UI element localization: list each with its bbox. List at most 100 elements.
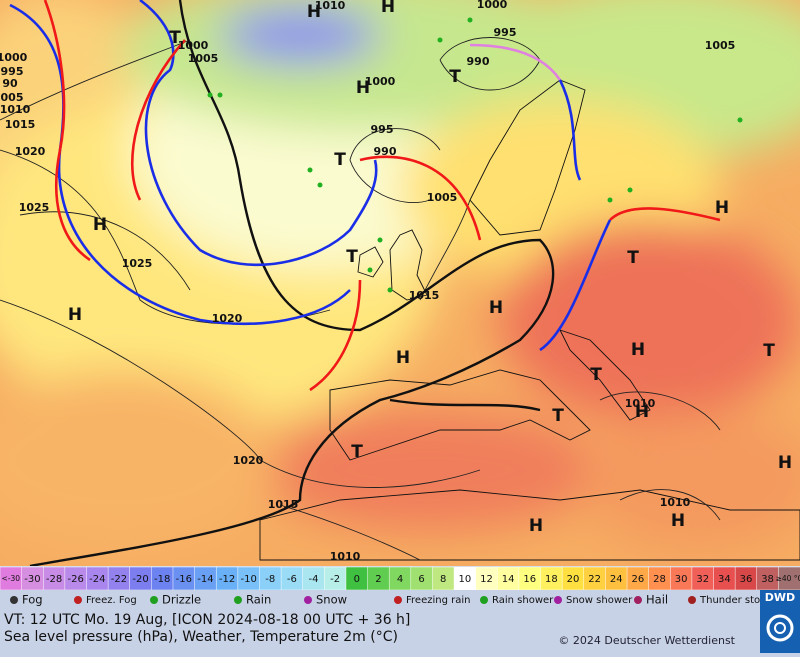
isobar-label: 1000 xyxy=(477,0,508,11)
isobar-label: 995 xyxy=(371,123,394,136)
pressure-center: H xyxy=(715,198,729,218)
isobar-label: 005 xyxy=(1,91,24,104)
pressure-center: H xyxy=(635,402,649,422)
legend-label: Freez. Fog xyxy=(86,595,137,606)
isobar-label: 995 xyxy=(494,26,517,39)
scale-label: -26 xyxy=(68,574,84,585)
scale-label: 8 xyxy=(440,574,446,585)
scale-label: 32 xyxy=(696,574,709,585)
pressure-center: H xyxy=(381,0,395,17)
weather-legend: Fog Freez. Fog Drizzle Rain Snow Freezing rai… xyxy=(10,593,774,607)
isobar-label: 1005 xyxy=(705,39,736,52)
isobar-label: 1000 xyxy=(0,51,28,64)
legend-label: Snow shower xyxy=(566,595,633,606)
legend-icon xyxy=(234,596,242,604)
scale-label: 36 xyxy=(740,574,753,585)
legend-label: Snow xyxy=(316,593,347,607)
scale-label: 34 xyxy=(718,574,731,585)
legend-label: Drizzle xyxy=(162,593,201,607)
scale-label: -30 xyxy=(24,574,40,585)
scale-label: -14 xyxy=(197,574,213,585)
copyright: © 2024 Deutscher Wetterdienst xyxy=(558,634,735,647)
scale-label: 16 xyxy=(523,574,536,585)
scale-label: -12 xyxy=(219,574,235,585)
isobar-label: 1000 xyxy=(365,75,396,88)
pressure-center: H xyxy=(671,511,685,531)
pressure-center: T xyxy=(449,67,461,87)
isobar-label: 1010 xyxy=(315,0,346,12)
scale-label: -2 xyxy=(330,574,340,585)
map-area: 1010100010051000995990100510009959901005… xyxy=(0,0,800,566)
scale-label: -18 xyxy=(154,574,170,585)
pressure-center: T xyxy=(627,248,639,268)
legend-icon xyxy=(304,596,312,604)
isobar-label: 90 xyxy=(2,77,18,90)
scale-label: -16 xyxy=(176,574,192,585)
legend-label: Rain shower xyxy=(492,595,554,606)
scale-label: -28 xyxy=(46,574,62,585)
isobar-label: 1010 xyxy=(625,397,656,410)
scale-label: 2 xyxy=(375,574,381,585)
pressure-center: T xyxy=(334,150,346,170)
legend-icon xyxy=(150,596,158,604)
scale-label: 28 xyxy=(653,574,666,585)
legend-label: Rain xyxy=(246,593,271,607)
isobar-label: 995 xyxy=(1,65,24,78)
logo-text: DWD xyxy=(765,591,795,604)
scale-label: ≥40 °C xyxy=(776,574,800,583)
scale-label: 12 xyxy=(480,574,493,585)
pressure-center: T xyxy=(169,28,181,48)
scale-label: 10 xyxy=(458,574,471,585)
pressure-center: H xyxy=(489,298,503,318)
fronts xyxy=(9,0,721,392)
isobar-label: 1020 xyxy=(212,312,243,325)
isobar-label: 1000 xyxy=(178,39,209,52)
scale-label: 4 xyxy=(397,574,403,585)
troughs xyxy=(29,0,555,566)
legend-icon xyxy=(554,596,562,604)
legend-label: Fog xyxy=(22,593,43,607)
legend-icon xyxy=(634,596,642,604)
map-description: Sea level pressure (hPa), Weather, Tempe… xyxy=(4,629,398,645)
scale-label: -6 xyxy=(287,574,297,585)
isobar-label: 1015 xyxy=(5,118,36,131)
valid-time: VT: 12 UTC Mo. 19 Aug, [ICON 2024-08-18 … xyxy=(4,612,410,628)
isobar-label: 1025 xyxy=(19,201,50,214)
isobar-label: 990 xyxy=(467,55,490,68)
scale-label: -20 xyxy=(132,574,148,585)
legend-icon xyxy=(74,596,82,604)
pressure-center: H xyxy=(356,78,370,98)
scale-label: 6 xyxy=(418,574,424,585)
pressure-center: T xyxy=(552,406,564,426)
map-labels: 1010100010051000995990100510009959901005… xyxy=(0,0,792,563)
temperature-scale: <-30 -30 -28 -26 -24 -22 -20 -18 -16 -14 -12 -10 -8-… xyxy=(0,566,800,591)
isobar-label: 1015 xyxy=(268,498,299,511)
scale-label: 26 xyxy=(631,574,644,585)
pressure-center: H xyxy=(778,453,792,473)
isobar-label: 1010 xyxy=(660,496,691,509)
legend-icon xyxy=(688,596,696,604)
scale-label: 38 xyxy=(761,574,774,585)
scale-label: 24 xyxy=(610,574,623,585)
isobar-label: 1025 xyxy=(122,257,153,270)
pressure-center: T xyxy=(351,442,363,462)
pressure-center: H xyxy=(68,305,82,325)
temperature-field xyxy=(0,0,800,550)
scale-label: -10 xyxy=(240,574,256,585)
isobar-label: 1015 xyxy=(409,289,440,302)
pressure-center: H xyxy=(93,215,107,235)
pressure-center: T xyxy=(590,365,602,385)
legend-icon xyxy=(480,596,488,604)
legend-label: Freezing rain xyxy=(406,595,470,606)
scale-label: -24 xyxy=(89,574,105,585)
pressure-center: H xyxy=(529,516,543,536)
isobar-label: 1005 xyxy=(188,52,219,65)
scale-label: <-30 xyxy=(2,574,21,583)
isobar-label: 1020 xyxy=(233,454,264,467)
pressure-center: H xyxy=(631,340,645,360)
isobar-label: 1010 xyxy=(0,103,31,116)
scale-label: 22 xyxy=(588,574,601,585)
isobar-label: 1005 xyxy=(427,191,458,204)
scale-label: -4 xyxy=(309,574,319,585)
